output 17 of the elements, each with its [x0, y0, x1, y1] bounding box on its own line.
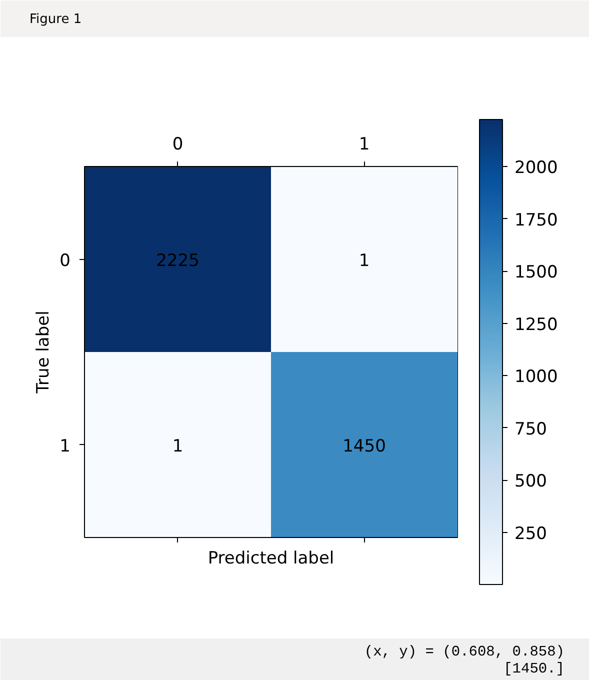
color-bar-label: 1000	[514, 367, 558, 388]
caption: Figure 1	[30, 12, 82, 27]
text: [1450.]	[504, 662, 565, 678]
color-bar-label: 1500	[514, 262, 558, 283]
data-label: 1	[358, 250, 370, 271]
data-label: 1	[172, 436, 184, 456]
color-bar-label: 750	[514, 419, 547, 440]
color-bar-label: 1250	[514, 314, 558, 335]
color-bar-label: 1750	[514, 210, 558, 230]
color-bar-label: 2000	[514, 158, 558, 178]
text: (x, y) = (0.608, 0.858)	[364, 644, 565, 660]
x-axis-title: Predicted label	[208, 548, 334, 568]
color-bar-label: 250	[514, 524, 547, 544]
color-bar-label: 500	[514, 472, 547, 492]
y-axis-title: True label	[34, 310, 54, 394]
data-label: 2225	[156, 250, 200, 271]
data-label: 1450	[342, 436, 386, 456]
